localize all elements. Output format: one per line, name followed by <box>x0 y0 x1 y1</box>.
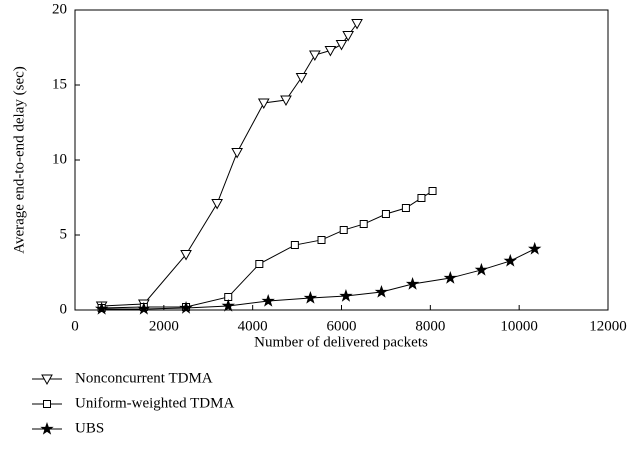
marker <box>443 271 457 284</box>
y-tick-label: 5 <box>60 226 68 242</box>
marker <box>94 301 109 315</box>
marker <box>374 284 389 298</box>
marker <box>351 19 363 30</box>
y-tick-label: 20 <box>52 1 67 17</box>
series-line <box>101 23 358 307</box>
legend-label: UBS <box>75 420 104 436</box>
y-tick-label: 10 <box>52 151 67 167</box>
marker <box>428 187 437 196</box>
marker <box>179 301 193 314</box>
x-tick-label: 2000 <box>149 318 179 334</box>
marker <box>405 277 420 290</box>
marker <box>231 148 243 159</box>
marker <box>221 298 235 312</box>
marker <box>280 95 292 107</box>
marker <box>359 220 368 229</box>
marker <box>295 73 308 84</box>
plot-frame <box>74 9 609 311</box>
marker <box>309 50 321 62</box>
x-tick-label: 12000 <box>589 318 627 334</box>
series-line <box>101 248 535 310</box>
marker <box>41 374 53 386</box>
marker <box>290 241 299 250</box>
marker <box>261 293 275 307</box>
x-tick-label: 4000 <box>238 318 268 334</box>
marker <box>324 46 337 57</box>
legend-label: Nonconcurrent TDMA <box>75 370 213 386</box>
marker <box>503 253 517 267</box>
marker <box>211 199 223 210</box>
marker <box>339 289 353 302</box>
marker <box>257 98 270 110</box>
marker <box>224 292 233 301</box>
x-axis-label: Number of delivered packets <box>254 334 428 350</box>
y-tick-label: 15 <box>52 76 67 92</box>
marker <box>303 290 318 304</box>
marker <box>417 193 426 202</box>
marker <box>381 210 390 218</box>
marker <box>528 241 542 255</box>
marker <box>342 31 355 42</box>
x-tick-label: 8000 <box>415 318 445 334</box>
x-tick-label: 0 <box>71 318 79 334</box>
marker <box>40 421 54 435</box>
marker <box>180 250 192 261</box>
x-tick-label: 6000 <box>327 318 357 334</box>
marker <box>255 259 264 268</box>
x-tick-label: 10000 <box>500 318 538 334</box>
marker <box>137 301 151 315</box>
y-axis-label: Average end-to-end delay (sec) <box>11 66 27 254</box>
marker <box>335 40 348 51</box>
marker <box>339 226 348 235</box>
marker <box>317 235 326 244</box>
marker <box>401 204 410 212</box>
y-tick-label: 0 <box>60 301 68 317</box>
legend-label: Uniform-weighted TDMA <box>75 395 234 411</box>
marker <box>474 262 489 276</box>
marker <box>43 400 51 408</box>
